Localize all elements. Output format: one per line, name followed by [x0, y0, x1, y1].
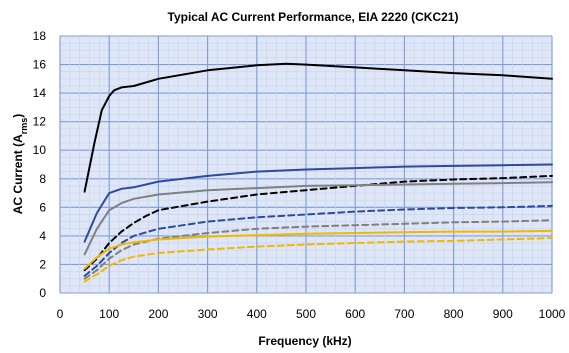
grid [59, 35, 553, 294]
y-tick-label: 4 [39, 229, 46, 243]
series-line-3 [83, 174, 553, 272]
x-tick-label: 500 [296, 307, 316, 321]
series-line-7 [83, 229, 553, 270]
x-tick-label: 100 [99, 307, 119, 321]
series-line-1 [83, 62, 553, 193]
chart-title: Typical AC Current Performance, EIA 2220… [168, 10, 459, 24]
series-line-4 [83, 181, 553, 256]
x-tick-label: 300 [198, 307, 218, 321]
y-tick-label: 12 [33, 115, 47, 129]
x-axis-label: Frequency (kHz) [258, 334, 351, 348]
x-tick-labels: 0 100 200 300 400 500 600 700 800 900 1000 [57, 307, 566, 321]
x-tick-label: 400 [247, 307, 267, 321]
y-tick-labels: 0 2 4 6 8 10 12 14 16 18 [33, 29, 47, 300]
x-tick-label: 600 [345, 307, 365, 321]
x-tick-label: 1000 [539, 307, 566, 321]
y-tick-label: 18 [33, 29, 47, 43]
x-tick-label: 800 [444, 307, 464, 321]
x-tick-label: 0 [57, 307, 64, 321]
y-tick-label: 16 [33, 58, 47, 72]
series-line-5 [83, 204, 553, 277]
y-tick-label: 2 [39, 257, 46, 271]
y-tick-label: 8 [39, 172, 46, 186]
series-line-6 [83, 219, 553, 280]
y-axis-label-main: AC Current (A [11, 134, 25, 214]
series-line-2 [83, 163, 553, 243]
series-group [83, 62, 553, 283]
x-tick-label: 200 [148, 307, 168, 321]
y-tick-label: 10 [33, 143, 47, 157]
y-tick-label: 0 [39, 286, 46, 300]
y-axis-label-end: ) [11, 114, 25, 118]
y-tick-label: 6 [39, 200, 46, 214]
x-tick-label: 900 [493, 307, 513, 321]
y-axis-label-sub: rms [19, 118, 29, 135]
series-line-8 [83, 237, 553, 283]
x-tick-label: 700 [394, 307, 414, 321]
y-tick-label: 14 [33, 86, 47, 100]
y-axis-label: AC Current (Arms) [11, 114, 29, 215]
